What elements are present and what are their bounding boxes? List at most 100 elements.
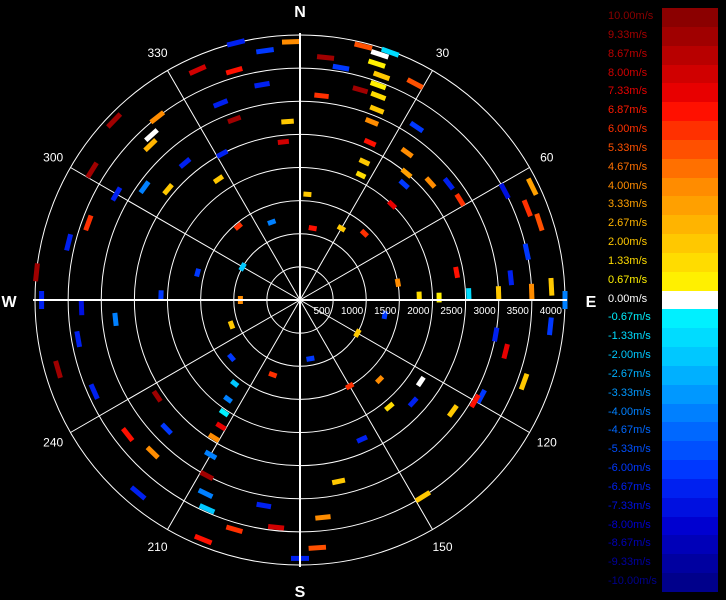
velocity-bin bbox=[415, 375, 426, 388]
velocity-bin bbox=[112, 312, 119, 327]
velocity-bin bbox=[267, 523, 285, 531]
cardinal-labels: N E S W bbox=[1, 4, 596, 600]
azimuth-label-120: 120 bbox=[537, 436, 557, 450]
velocity-bin bbox=[370, 49, 390, 60]
velocity-bin bbox=[352, 85, 369, 95]
velocity-bin bbox=[400, 167, 413, 179]
azimuth-label-240: 240 bbox=[43, 436, 63, 450]
velocity-bin bbox=[344, 381, 355, 391]
spoke-330 bbox=[167, 70, 301, 301]
legend-entry: 8.67m/s bbox=[606, 45, 718, 65]
legend-label: 10.00m/s bbox=[608, 10, 654, 22]
legend-swatch bbox=[662, 215, 718, 235]
velocity-bin bbox=[203, 449, 218, 461]
legend-entry: 2.67m/s bbox=[606, 215, 718, 235]
velocity-bin bbox=[416, 291, 422, 300]
velocity-bin bbox=[381, 310, 388, 320]
legend-swatch bbox=[662, 8, 718, 28]
velocity-bin bbox=[120, 426, 135, 443]
velocity-bin bbox=[225, 524, 244, 535]
velocity-bin bbox=[475, 388, 487, 404]
legend-entry: 6.87m/s bbox=[606, 102, 718, 122]
velocity-bin bbox=[528, 283, 535, 301]
velocity-bin bbox=[215, 421, 227, 432]
radar-velocity-polar-plot: 500 1000 1500 2000 2500 3000 3500 4000 30 60 120 1… bbox=[1, 4, 596, 600]
legend-entry: 6.00m/s bbox=[606, 121, 718, 141]
legend-entry: -2.67m/s bbox=[606, 365, 718, 386]
legend-swatch bbox=[662, 64, 718, 84]
velocity-bin bbox=[369, 80, 387, 91]
cardinal-label-south: S bbox=[295, 584, 306, 600]
spoke-30 bbox=[299, 70, 433, 301]
legend-swatch bbox=[662, 252, 718, 273]
spoke-240 bbox=[70, 299, 301, 433]
legend-label: 6.87m/s bbox=[608, 104, 648, 117]
velocity-bin bbox=[507, 270, 515, 286]
range-label-500: 500 bbox=[313, 306, 330, 317]
range-label-2000: 2000 bbox=[407, 306, 430, 317]
legend-swatch bbox=[662, 83, 718, 103]
legend-label: 2.67m/s bbox=[608, 217, 648, 230]
legend-entry: -8.67m/s bbox=[606, 535, 718, 555]
legend-label: -6.67m/s bbox=[608, 480, 651, 493]
range-label-1000: 1000 bbox=[341, 306, 364, 317]
range-label-4000: 4000 bbox=[540, 306, 563, 317]
velocity-bin bbox=[384, 401, 395, 412]
legend-entry: 1.33m/s bbox=[606, 252, 718, 273]
legend-swatch bbox=[662, 384, 718, 405]
legend-label: -7.33m/s bbox=[608, 499, 651, 512]
velocity-bin bbox=[406, 77, 424, 90]
velocity-bin bbox=[233, 221, 243, 231]
velocity-bin bbox=[359, 228, 370, 238]
velocity-bin bbox=[363, 137, 377, 148]
legend-swatch bbox=[662, 45, 718, 65]
legend-entry: 0.00m/s bbox=[606, 290, 718, 310]
velocity-bin bbox=[492, 327, 500, 342]
cardinal-label-north: N bbox=[294, 4, 306, 21]
velocity-bin bbox=[469, 393, 481, 409]
velocity-bin bbox=[74, 330, 83, 348]
legend-entry: -0.67m/s bbox=[606, 309, 718, 329]
velocity-bin bbox=[331, 477, 346, 486]
velocity-bin bbox=[409, 120, 425, 134]
legend-label: 6.00m/s bbox=[608, 123, 648, 136]
legend-entry: 5.33m/s bbox=[606, 139, 718, 160]
legend-swatch bbox=[662, 365, 718, 386]
legend-entry: 2.00m/s bbox=[606, 234, 718, 254]
legend-swatch bbox=[662, 234, 718, 254]
velocity-bin bbox=[466, 288, 472, 301]
velocity-bin bbox=[453, 266, 461, 279]
velocity-bins bbox=[33, 38, 568, 561]
legend-label: 8.67m/s bbox=[608, 47, 648, 60]
velocity-bin bbox=[446, 404, 459, 418]
legend-entry: -4.00m/s bbox=[606, 403, 718, 423]
legend-label: -2.67m/s bbox=[608, 367, 651, 380]
spoke-210 bbox=[167, 299, 301, 530]
legend-label: -2.00m/s bbox=[608, 349, 651, 362]
legend-label: -6.00m/s bbox=[608, 462, 651, 475]
legend-entry: 10.00m/s bbox=[606, 8, 718, 28]
velocity-bin bbox=[145, 445, 160, 460]
legend-label: -4.67m/s bbox=[608, 424, 651, 437]
velocity-bin bbox=[158, 290, 164, 301]
velocity-bin bbox=[193, 533, 213, 546]
legend-label: -10.00m/s bbox=[608, 575, 657, 588]
range-label-3000: 3000 bbox=[474, 306, 497, 317]
cardinal-label-west: W bbox=[1, 294, 17, 311]
velocity-bin bbox=[367, 58, 386, 69]
range-label-3500: 3500 bbox=[507, 306, 530, 317]
velocity-bin bbox=[78, 299, 85, 316]
velocity-bin bbox=[188, 64, 207, 76]
legend-label: 8.00m/s bbox=[608, 66, 648, 79]
velocity-bin bbox=[356, 434, 368, 444]
velocity-bin bbox=[255, 46, 275, 55]
azimuth-spokes bbox=[70, 70, 530, 530]
legend-label: -1.33m/s bbox=[608, 330, 651, 343]
legend-label: -3.33m/s bbox=[608, 386, 651, 399]
legend-swatch bbox=[662, 328, 718, 348]
legend-label: -4.00m/s bbox=[608, 405, 651, 418]
velocity-bin bbox=[281, 38, 301, 45]
velocity-bin bbox=[407, 396, 419, 408]
legend-label: 9.33m/s bbox=[608, 28, 648, 41]
velocity-bin bbox=[64, 233, 74, 252]
